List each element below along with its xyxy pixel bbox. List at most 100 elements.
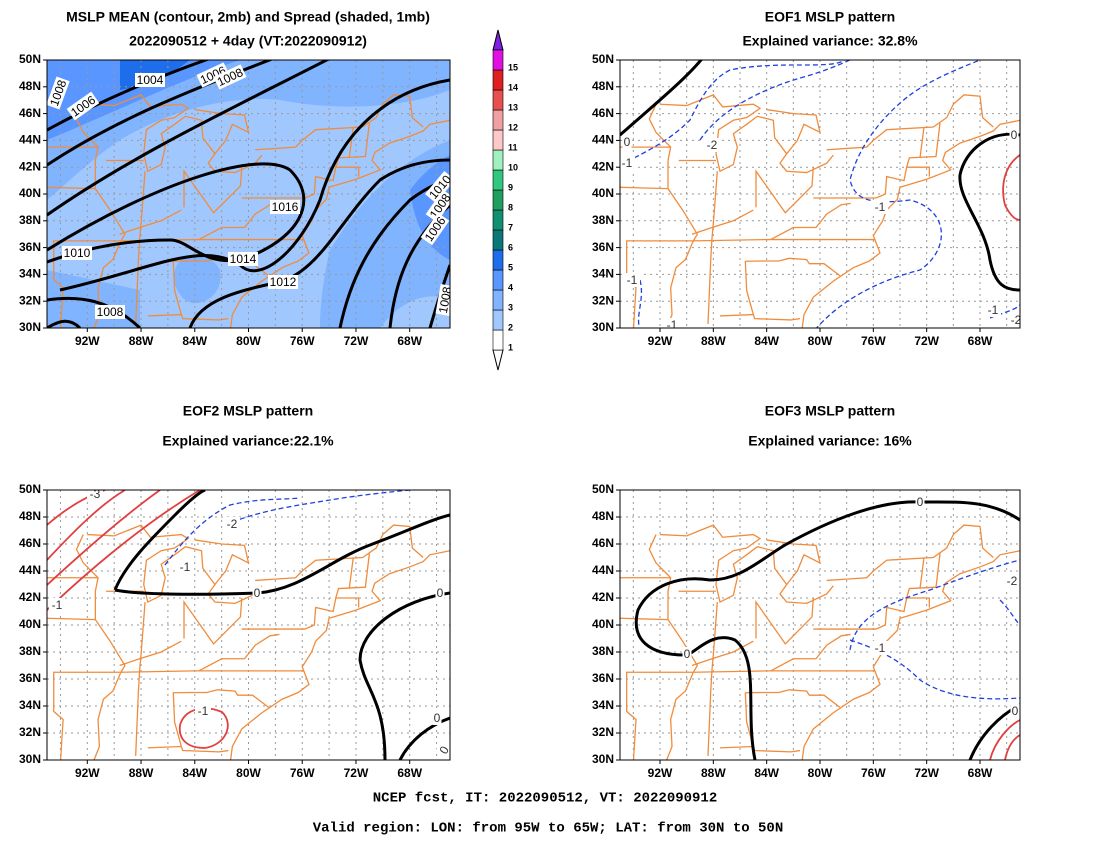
colorbar-label: 14 (508, 82, 518, 92)
y-tick-label: 30N (19, 752, 41, 766)
boundary (47, 670, 304, 760)
x-tick-label: 72W (914, 334, 939, 348)
y-tick-label: 48N (19, 79, 41, 93)
x-tick-label: 76W (861, 334, 886, 348)
x-tick-label: 88W (129, 766, 154, 780)
contour-label-text: -2 (1007, 574, 1018, 588)
boundary (172, 689, 270, 747)
boundary (801, 550, 1020, 760)
boundary (770, 633, 851, 672)
contour-label: 1004 (135, 73, 165, 87)
contour-label-bg (1009, 128, 1019, 142)
contour-label-text: 1008 (97, 305, 124, 319)
y-tick-label: 44N (592, 133, 614, 147)
colorbar-swatch (492, 329, 504, 351)
contour-label: 0 (435, 586, 445, 600)
contour-label-bg (66, 91, 100, 121)
contour-label: -2 (1004, 574, 1020, 588)
contour-label-bg (704, 138, 720, 152)
contour-label-bg (95, 305, 125, 319)
x-tick-label: 92W (648, 766, 673, 780)
contour-label-text: 0 (254, 586, 261, 600)
boundary (906, 597, 930, 608)
y-tick-label: 42N (19, 159, 41, 173)
contour-label-text: 1008 (436, 285, 454, 314)
y-tick-label: 42N (592, 159, 614, 173)
contour-label-text: 0 (1011, 128, 1018, 142)
y-tick-label: 36N (592, 240, 614, 254)
y-tick-label: 38N (592, 213, 614, 227)
contour-label-bg (432, 711, 442, 725)
boundary (75, 103, 126, 328)
contour-label-text: 0 (624, 135, 631, 149)
contour (849, 559, 1020, 651)
contour (620, 60, 703, 137)
map-panel: 0 0 -2 -1 0 50N 48N 46N 44N 42N 40N 38N 36N 34N 32N 30N… (592, 403, 1021, 780)
contour-label-bg (620, 156, 635, 170)
y-tick-label: 50N (19, 482, 41, 496)
boundary (87, 94, 263, 174)
contour-label: 0 (915, 495, 925, 509)
map-content: 1004 100610081006100810161014101210101008… (47, 60, 454, 328)
boundary (801, 119, 1020, 328)
contour-label-bg (435, 742, 450, 758)
contour-label-bg (270, 200, 300, 214)
map-content: 0 0 -2 -1 0 (620, 490, 1020, 760)
colorbar-swatch (492, 69, 504, 91)
contour-label: 1008 (95, 305, 125, 319)
contour-label-bg (624, 273, 640, 287)
boundary (135, 602, 146, 756)
y-tick-label: 50N (592, 482, 614, 496)
y-tick-label: 36N (19, 671, 41, 685)
y-tick-label: 44N (19, 133, 41, 147)
y-tick-label: 38N (592, 644, 614, 658)
x-tick-label: 76W (861, 766, 886, 780)
y-tick-label: 44N (19, 563, 41, 577)
colorbar-swatch (492, 309, 504, 331)
y-tick-label: 40N (19, 617, 41, 631)
colorbar-label: 6 (508, 242, 513, 252)
contour-label-text: -1 (988, 303, 999, 317)
contour (999, 599, 1020, 626)
y-tick-label: 34N (592, 698, 614, 712)
contour-label: -3 (87, 490, 103, 501)
contour-label: 1012 (268, 275, 298, 289)
boundary (766, 539, 821, 585)
y-tick-label: 50N (19, 52, 41, 66)
y-tick-label: 48N (19, 509, 41, 523)
contour-label-bg (424, 171, 450, 203)
contour-label-bg (915, 495, 925, 509)
contour-label-bg (420, 212, 450, 246)
contour-label-bg (268, 275, 298, 289)
y-tick-label: 50N (592, 52, 614, 66)
x-tick-label: 88W (129, 334, 154, 348)
y-tick-label: 40N (592, 617, 614, 631)
contour-label-bg (87, 490, 103, 501)
panel-title: EOF3 MSLP pattern (765, 403, 895, 419)
x-tick-label: 88W (701, 766, 726, 780)
boundary (620, 670, 875, 760)
boundary (241, 122, 371, 199)
contour (224, 490, 411, 526)
boundary (813, 122, 941, 199)
colorbar-swatch (492, 129, 504, 151)
contour (113, 490, 206, 591)
map-content: 0 -1 -2 0 -1 -1 -1 -1 -2 (620, 60, 1022, 328)
boundary (826, 94, 994, 151)
contour-label: -1 (624, 273, 640, 287)
boundary (744, 257, 841, 315)
contour-label-text: -2 (1011, 313, 1022, 327)
contour (47, 60, 330, 217)
boundary (229, 550, 450, 760)
contour-label-text: -1 (52, 598, 63, 612)
x-tick-label: 88W (701, 334, 726, 348)
contour-label-text: 1016 (272, 200, 299, 214)
contour (1004, 734, 1020, 760)
colorbar-swatch (492, 209, 504, 231)
y-tick-label: 30N (592, 320, 614, 334)
contour-label: 0 (252, 586, 262, 600)
colorbar-label: 2 (508, 322, 513, 332)
x-tick-label: 80W (808, 334, 833, 348)
contour (634, 500, 1020, 760)
